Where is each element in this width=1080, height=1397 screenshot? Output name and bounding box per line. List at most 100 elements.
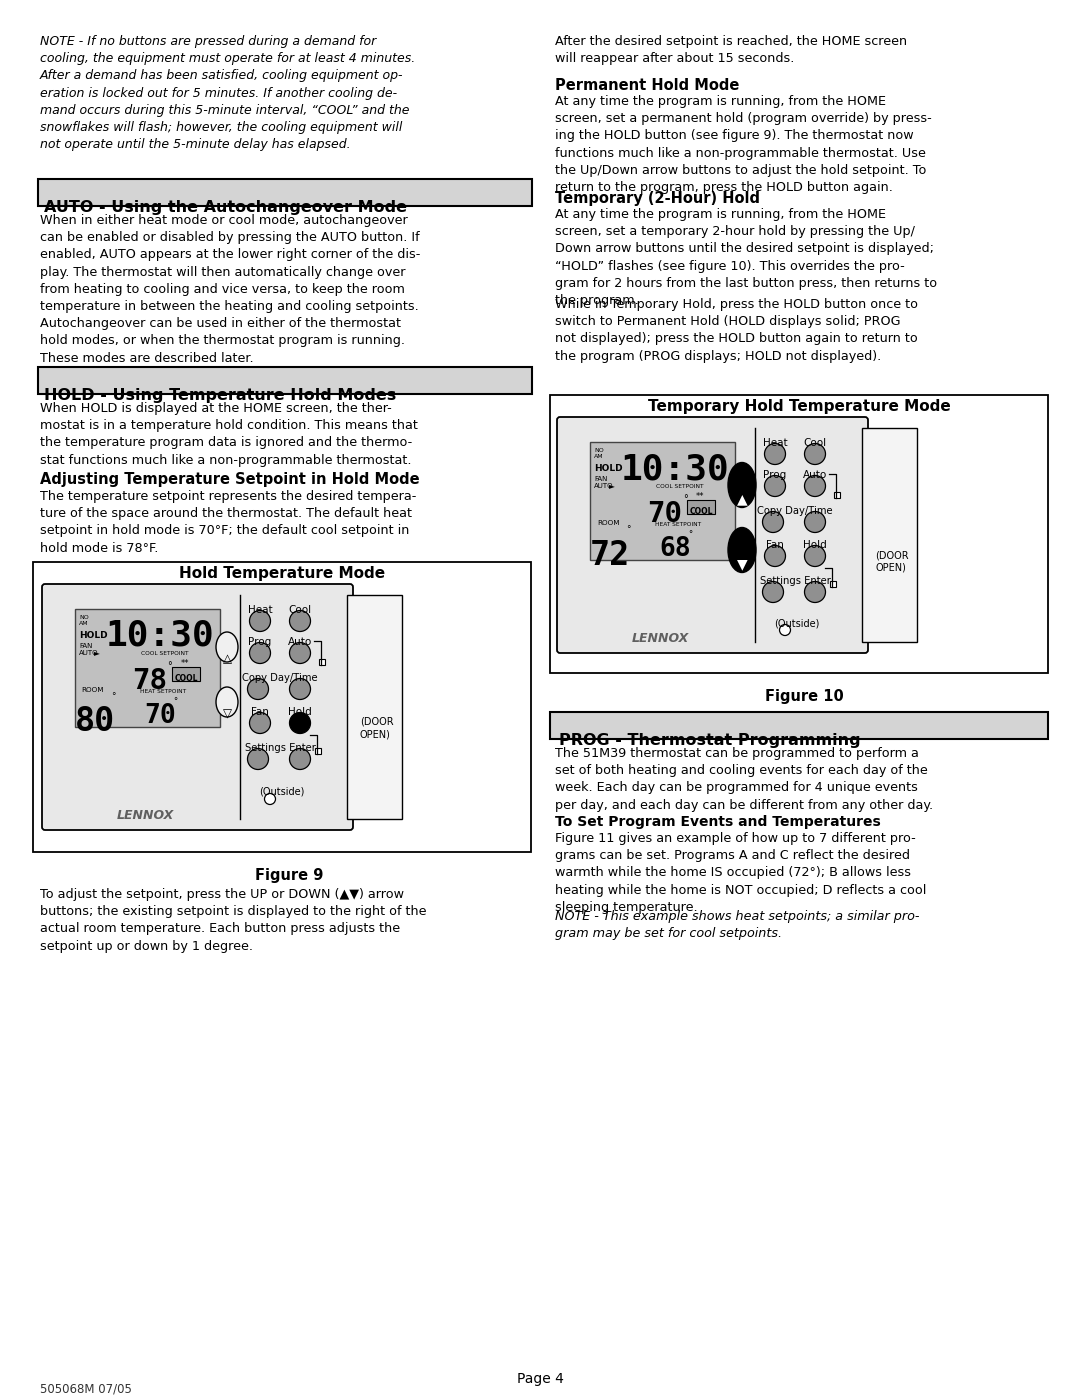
- Text: When HOLD is displayed at the HOME screen, the ther-
mostat is in a temperature : When HOLD is displayed at the HOME scree…: [40, 402, 418, 467]
- Text: COOL: COOL: [174, 673, 198, 683]
- Text: The 51M39 thermostat can be programmed to perform a
set of both heating and cool: The 51M39 thermostat can be programmed t…: [555, 747, 933, 812]
- Text: 505068M 07/05: 505068M 07/05: [40, 1383, 132, 1396]
- Text: °: °: [683, 495, 687, 504]
- Text: °: °: [688, 529, 692, 539]
- Text: HOLD - Using Temperature Hold Modes: HOLD - Using Temperature Hold Modes: [44, 388, 396, 402]
- FancyBboxPatch shape: [42, 584, 353, 830]
- FancyBboxPatch shape: [38, 179, 532, 205]
- Text: **: **: [180, 659, 189, 668]
- Circle shape: [249, 610, 270, 631]
- Text: HOLD: HOLD: [79, 631, 108, 640]
- Text: HOLD: HOLD: [594, 464, 623, 474]
- Ellipse shape: [728, 462, 756, 507]
- FancyBboxPatch shape: [172, 666, 200, 680]
- Text: 72: 72: [590, 539, 630, 571]
- Text: (DOOR
OPEN): (DOOR OPEN): [360, 717, 393, 739]
- Bar: [347, 595, 402, 819]
- Text: (Outside): (Outside): [259, 787, 305, 798]
- Text: COOL: COOL: [689, 507, 713, 515]
- Text: Adjusting Temperature Setpoint in Hold Mode: Adjusting Temperature Setpoint in Hold M…: [40, 472, 420, 488]
- Text: °: °: [625, 525, 631, 534]
- Circle shape: [289, 643, 311, 664]
- Circle shape: [765, 475, 785, 496]
- Text: ▲: ▲: [737, 492, 747, 506]
- Text: °: °: [167, 661, 173, 671]
- Text: NOTE - If no buttons are pressed during a demand for
cooling, the equipment must: NOTE - If no buttons are pressed during …: [40, 35, 415, 151]
- Text: Figure 11 gives an example of how up to 7 different pro-
grams can be set. Progr: Figure 11 gives an example of how up to …: [555, 833, 927, 914]
- Bar: [831, 581, 836, 587]
- Circle shape: [249, 712, 270, 733]
- Text: NOTE - This example shows heat setpoints; a similar pro-
gram may be set for coo: NOTE - This example shows heat setpoints…: [555, 909, 919, 940]
- FancyBboxPatch shape: [557, 416, 868, 652]
- Text: ►: ►: [94, 648, 100, 657]
- Circle shape: [289, 610, 311, 631]
- Ellipse shape: [728, 528, 756, 573]
- Text: ►: ►: [609, 481, 615, 490]
- Text: HEAT SETPOINT: HEAT SETPOINT: [654, 522, 701, 527]
- Text: 70: 70: [648, 500, 683, 528]
- Text: NO: NO: [79, 615, 89, 620]
- Text: ROOM: ROOM: [82, 687, 105, 693]
- Text: Temporary (2-Hour) Hold: Temporary (2-Hour) Hold: [555, 191, 760, 205]
- Circle shape: [247, 679, 269, 700]
- Text: The temperature setpoint represents the desired tempera-
ture of the space aroun: The temperature setpoint represents the …: [40, 490, 417, 555]
- Text: Page 4: Page 4: [516, 1372, 564, 1386]
- Text: Copy Day/Time: Copy Day/Time: [242, 673, 318, 683]
- FancyBboxPatch shape: [687, 500, 715, 514]
- Text: Auto: Auto: [288, 637, 312, 647]
- FancyBboxPatch shape: [590, 441, 735, 560]
- Text: Figure 9: Figure 9: [255, 868, 323, 883]
- Text: (Outside): (Outside): [774, 617, 820, 629]
- Text: Heat: Heat: [247, 605, 272, 615]
- Text: COOL SETPOINT: COOL SETPOINT: [141, 651, 189, 657]
- Text: ▼: ▼: [737, 557, 747, 571]
- Text: 80: 80: [75, 705, 116, 738]
- Text: Prog: Prog: [248, 637, 272, 647]
- Text: ROOM: ROOM: [597, 520, 619, 527]
- Text: AM: AM: [594, 454, 604, 460]
- Text: Cool: Cool: [288, 605, 311, 615]
- Text: △: △: [222, 652, 231, 665]
- Text: Hold: Hold: [804, 541, 827, 550]
- Text: 70: 70: [144, 703, 176, 729]
- Bar: [834, 492, 840, 497]
- Text: °: °: [111, 692, 116, 701]
- Circle shape: [780, 624, 791, 636]
- Text: °: °: [173, 697, 177, 705]
- Bar: [319, 659, 325, 665]
- Text: (DOOR
OPEN): (DOOR OPEN): [875, 550, 908, 573]
- Text: To Set Program Events and Temperatures: To Set Program Events and Temperatures: [555, 814, 881, 828]
- Text: AUTO - Using the Autochangeover Mode: AUTO - Using the Autochangeover Mode: [44, 200, 407, 215]
- Ellipse shape: [216, 631, 238, 662]
- Circle shape: [805, 545, 825, 567]
- Text: ▽: ▽: [222, 707, 231, 719]
- Text: 10:30: 10:30: [106, 619, 214, 652]
- Text: At any time the program is running, from the HOME
screen, set a permanent hold (: At any time the program is running, from…: [555, 95, 932, 194]
- Bar: [33, 562, 531, 852]
- Bar: [550, 395, 1048, 673]
- Text: Temporary Hold Temperature Mode: Temporary Hold Temperature Mode: [648, 400, 950, 414]
- Circle shape: [249, 643, 270, 664]
- Circle shape: [265, 793, 275, 805]
- Text: Settings Enter: Settings Enter: [244, 743, 315, 753]
- Text: Settings Enter: Settings Enter: [759, 576, 831, 585]
- Text: AM: AM: [79, 622, 89, 626]
- FancyBboxPatch shape: [75, 609, 220, 726]
- Circle shape: [765, 443, 785, 464]
- Text: Heat: Heat: [762, 439, 787, 448]
- FancyBboxPatch shape: [38, 367, 532, 394]
- Text: After the desired setpoint is reached, the HOME screen
will reappear after about: After the desired setpoint is reached, t…: [555, 35, 907, 66]
- Text: Auto: Auto: [802, 469, 827, 481]
- Circle shape: [805, 443, 825, 464]
- Bar: [862, 427, 917, 643]
- Text: COOL SETPOINT: COOL SETPOINT: [657, 483, 704, 489]
- Text: 10:30: 10:30: [621, 453, 729, 486]
- Circle shape: [289, 749, 311, 770]
- Circle shape: [762, 511, 783, 532]
- Circle shape: [765, 545, 785, 567]
- Text: Prog: Prog: [764, 469, 786, 481]
- Text: **: **: [696, 492, 704, 502]
- Circle shape: [805, 581, 825, 602]
- Text: LENNOX: LENNOX: [117, 809, 174, 821]
- Text: Figure 10: Figure 10: [765, 689, 843, 704]
